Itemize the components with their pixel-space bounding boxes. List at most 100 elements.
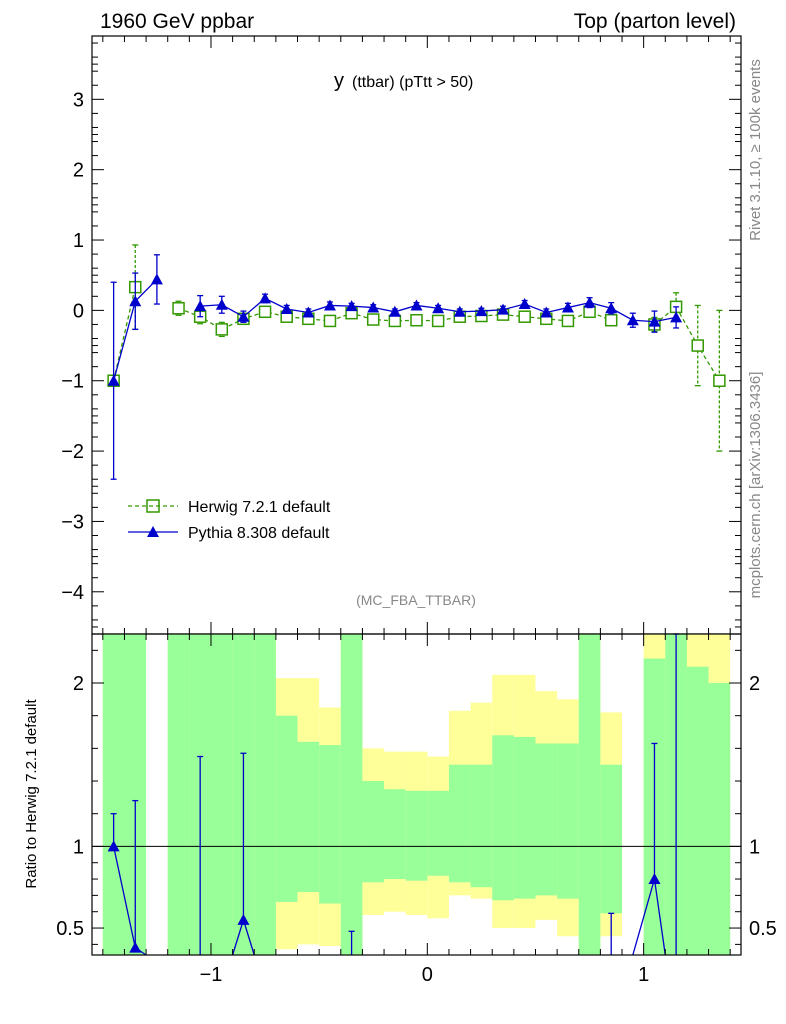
legend-herwig-marker: [146, 499, 160, 513]
ratio-band-green: [124, 634, 147, 955]
legend-entry-herwig: Herwig 7.2.1 default: [128, 499, 331, 516]
ratio-band-green: [384, 789, 406, 880]
y-tick-label-right: 2: [749, 673, 760, 695]
herwig-point: [410, 313, 423, 327]
pythia-point: [583, 296, 596, 308]
ratio-band-green: [686, 666, 709, 955]
ratio-point: [107, 840, 120, 852]
herwig-point: [713, 374, 726, 387]
ratio-band-green: [557, 743, 579, 899]
y-tick-label: 0.5: [56, 918, 84, 940]
pythia-point: [648, 315, 661, 327]
pythia-point: [453, 305, 466, 317]
herwig-point: [604, 313, 618, 327]
main-plot-marks: [107, 244, 726, 480]
pythia-point: [518, 298, 531, 310]
herwig-point: [366, 313, 380, 326]
x-tick-label: −1: [200, 964, 223, 986]
herwig-point: [258, 305, 272, 319]
pythia-point: [129, 295, 142, 307]
ratio-band-green: [470, 764, 493, 888]
y-tick-label: −1: [61, 371, 84, 393]
y-tick-label: −4: [61, 582, 84, 604]
y-tick-label: 2: [73, 160, 84, 182]
ratio-band-green: [102, 634, 125, 955]
herwig-point: [561, 314, 575, 328]
pythia-point: [626, 314, 639, 326]
ratio-band-green: [210, 634, 233, 955]
ratio-y-axis-label: Ratio to Herwig 7.2.1 default: [23, 699, 40, 889]
herwig-point: [215, 323, 229, 336]
ratio-band-green: [600, 764, 623, 914]
herwig-line: [654, 305, 720, 382]
pythia-point: [280, 302, 293, 314]
pythia-point: [497, 303, 510, 315]
main-plot-axes: −4 −3 −2 −1 0 1 2 3: [61, 35, 742, 635]
legend-herwig-label: Herwig 7.2.1 default: [188, 499, 331, 516]
ratio-band-green: [578, 634, 601, 955]
y-tick-label: 0: [73, 300, 84, 322]
ratio-band-green: [513, 736, 536, 899]
pythia-point: [323, 299, 336, 311]
pythia-point: [150, 273, 163, 285]
pythia-point: [670, 311, 683, 323]
herwig-point: [172, 302, 185, 315]
ratio-band-green: [275, 715, 298, 902]
ratio-band-green: [167, 634, 190, 955]
ratio-band-green: [340, 634, 363, 955]
ratio-band-green: [708, 683, 731, 955]
mcplots-label: mcplots.cern.ch [arXiv:1306.3436]: [747, 372, 764, 599]
pythia-point: [475, 305, 488, 317]
analysis-watermark: (MC_FBA_TTBAR): [356, 592, 476, 608]
pythia-point: [302, 306, 315, 318]
ratio-line: [632, 878, 666, 956]
x-tick-label: 0: [422, 964, 433, 986]
pythia-point: [345, 300, 358, 312]
herwig-point: [388, 314, 402, 328]
ratio-band-green: [427, 790, 449, 876]
ratio-line: [231, 917, 255, 956]
ratio-band-green: [319, 745, 341, 904]
pythia-point: [540, 306, 553, 318]
legend-entry-pythia: Pythia 8.308 default: [128, 525, 330, 542]
ratio-axes: −1 0 1 0.5 1 2 0.5 1 2: [56, 633, 777, 986]
herwig-point: [518, 310, 531, 323]
pythia-point: [107, 374, 120, 386]
ratio-bands: [92, 634, 741, 955]
pythia-point: [215, 298, 228, 310]
herwig-point: [431, 314, 445, 328]
ratio-band-green: [297, 741, 320, 893]
pythia-point: [561, 301, 574, 313]
rivet-label: Rivet 3.1.10, ≥ 100k events: [747, 59, 764, 241]
pythia-point: [367, 301, 380, 313]
header-right: Top (parton level): [574, 10, 736, 33]
legend: Herwig 7.2.1 default Pythia 8.308 defaul…: [128, 499, 331, 542]
pythia-point: [259, 292, 272, 304]
ratio-band-green: [535, 743, 558, 896]
header-left: 1960 GeV ppbar: [100, 10, 254, 33]
y-tick-label: 1: [73, 230, 84, 252]
legend-pythia-label: Pythia 8.308 default: [188, 525, 330, 542]
plot-frame: [91, 35, 742, 635]
pythia-point: [410, 299, 423, 311]
ratio-point: [648, 873, 661, 885]
herwig-point: [323, 314, 337, 328]
main-title-rest: (ttbar) (pTtt > 50): [352, 74, 473, 91]
plot-frame: [91, 633, 742, 956]
ratio-band-green: [405, 790, 428, 881]
y-tick-label: −3: [61, 511, 84, 533]
ratio-band-green: [254, 634, 276, 955]
pythia-point: [605, 302, 618, 314]
ratio-line: [112, 846, 147, 956]
main-title-y: y: [334, 70, 344, 92]
pythia-point: [194, 300, 207, 312]
y-tick-label-right: 0.5: [749, 918, 777, 940]
y-tick-label: 2: [73, 673, 84, 695]
y-tick-label: 3: [73, 89, 84, 111]
ratio-band-green: [492, 735, 514, 901]
pythia-point: [432, 302, 445, 314]
y-tick-label-right: 1: [749, 836, 760, 858]
ratio-band-green: [448, 764, 471, 883]
legend-pythia-marker: [147, 526, 159, 537]
